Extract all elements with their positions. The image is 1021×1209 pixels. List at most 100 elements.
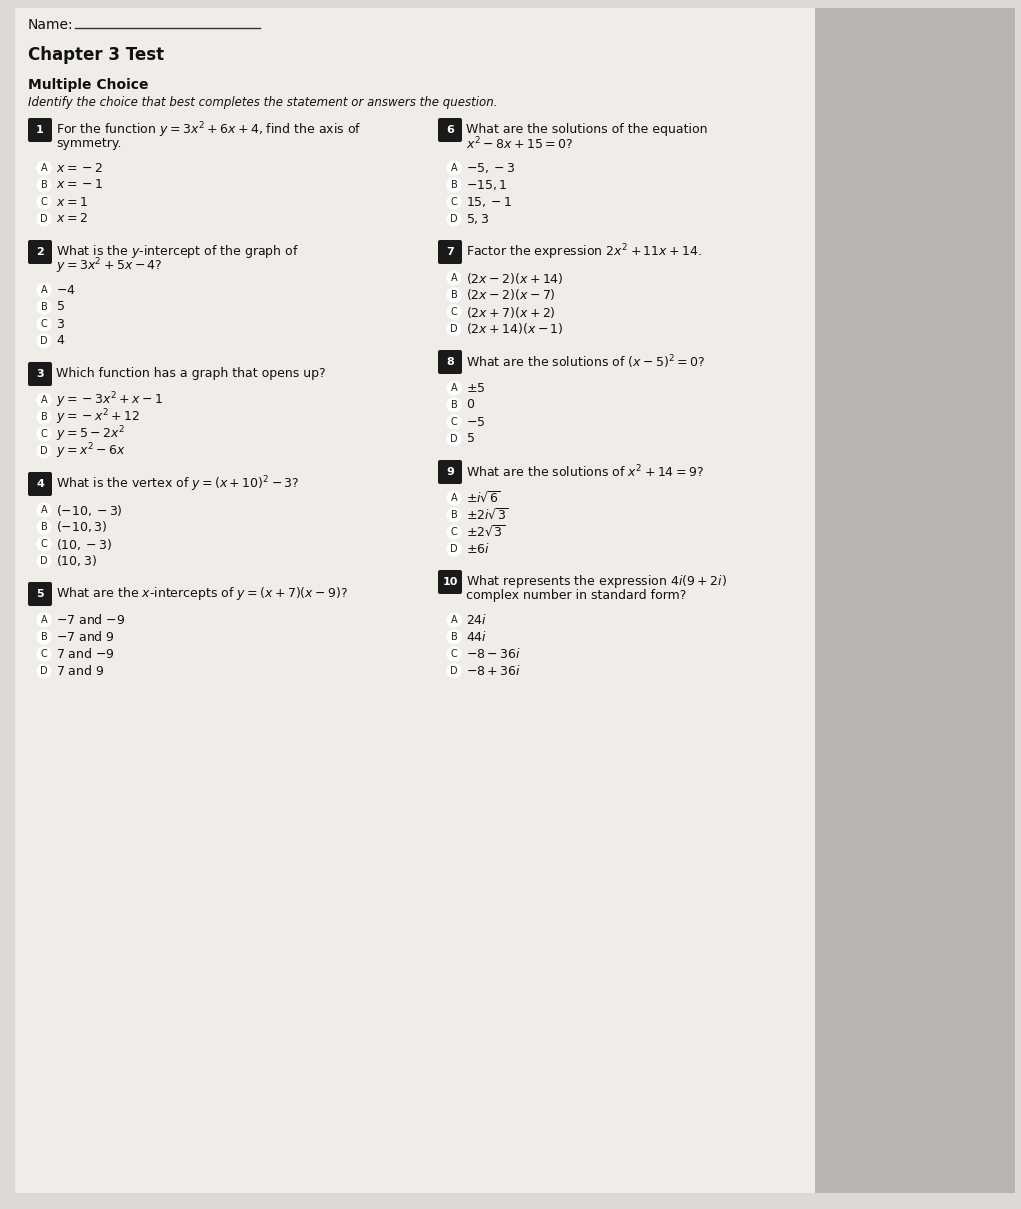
Text: $(2x+14)(x-1)$: $(2x+14)(x-1)$ [466,322,564,336]
Text: A: A [450,163,457,173]
Circle shape [37,317,51,331]
Text: D: D [40,336,48,346]
Text: C: C [450,417,457,427]
Text: D: D [450,544,457,554]
Circle shape [37,410,51,424]
Circle shape [37,195,51,209]
Text: $y = 3x^2 + 5x - 4$?: $y = 3x^2 + 5x - 4$? [56,256,162,276]
Text: B: B [41,180,47,190]
Circle shape [447,432,461,446]
Text: A: A [41,505,47,515]
Text: $(10, 3)$: $(10, 3)$ [56,554,97,568]
Circle shape [447,288,461,302]
Text: $-4$: $-4$ [56,283,76,296]
Text: 6: 6 [446,125,454,135]
FancyBboxPatch shape [438,349,461,374]
Circle shape [447,178,461,192]
Text: $-8+36i$: $-8+36i$ [466,664,521,678]
FancyBboxPatch shape [438,241,461,264]
Text: $\pm 2i\sqrt{3}$: $\pm 2i\sqrt{3}$ [466,508,508,522]
Text: B: B [450,400,457,410]
Text: Which function has a graph that opens up?: Which function has a graph that opens up… [56,368,326,381]
Text: 5: 5 [36,589,44,598]
Text: C: C [41,319,47,329]
Text: 1: 1 [36,125,44,135]
Circle shape [447,398,461,412]
Text: 4: 4 [36,479,44,488]
Text: 2: 2 [36,247,44,258]
Text: C: C [450,527,457,537]
Circle shape [447,415,461,429]
Text: $\pm i\sqrt{6}$: $\pm i\sqrt{6}$ [466,491,501,505]
Text: $-5$: $-5$ [466,416,485,428]
Text: D: D [40,556,48,566]
FancyBboxPatch shape [28,241,52,264]
Text: D: D [450,324,457,334]
FancyBboxPatch shape [438,118,461,141]
Text: A: A [450,273,457,283]
Circle shape [447,630,461,644]
Text: Chapter 3 Test: Chapter 3 Test [28,46,164,64]
Circle shape [37,647,51,661]
Text: $\pm 5$: $\pm 5$ [466,382,485,394]
Circle shape [37,393,51,407]
Text: C: C [450,649,457,659]
Text: $y = -x^2 + 12$: $y = -x^2 + 12$ [56,407,140,427]
Text: $-8-36i$: $-8-36i$ [466,647,521,661]
Text: C: C [41,649,47,659]
FancyBboxPatch shape [15,8,815,1193]
Text: C: C [41,539,47,549]
Text: $(-10, 3)$: $(-10, 3)$ [56,520,107,534]
Circle shape [37,613,51,627]
Text: C: C [450,307,457,317]
Text: C: C [41,197,47,207]
Text: 7: 7 [446,247,454,258]
Text: complex number in standard form?: complex number in standard form? [466,590,686,602]
Text: D: D [40,446,48,456]
Text: What represents the expression $4i(9+2i)$: What represents the expression $4i(9+2i)… [466,573,727,590]
Text: $-15, 1$: $-15, 1$ [466,178,507,192]
Text: $y = x^2 - 6x$: $y = x^2 - 6x$ [56,441,126,461]
Circle shape [37,537,51,551]
Circle shape [447,491,461,505]
Text: $(-10, -3)$: $(-10, -3)$ [56,503,123,517]
Text: 3: 3 [36,369,44,378]
Text: $x^2 - 8x + 15 = 0$?: $x^2 - 8x + 15 = 0$? [466,135,573,152]
Text: B: B [41,412,47,422]
Text: What are the solutions of $x^2 + 14 = 9$?: What are the solutions of $x^2 + 14 = 9$… [466,464,703,480]
Text: C: C [41,429,47,439]
Circle shape [447,647,461,661]
Text: B: B [450,510,457,520]
Circle shape [447,195,461,209]
Text: $y = 5 - 2x^2$: $y = 5 - 2x^2$ [56,424,125,444]
Text: A: A [41,285,47,295]
Text: Identify the choice that best completes the statement or answers the question.: Identify the choice that best completes … [28,96,497,109]
Text: A: A [450,383,457,393]
Text: What is the vertex of $y = (x + 10)^2 - 3$?: What is the vertex of $y = (x + 10)^2 - … [56,474,300,493]
Circle shape [37,283,51,297]
Text: B: B [41,632,47,642]
Text: 8: 8 [446,357,454,368]
Circle shape [37,300,51,314]
Text: D: D [450,214,457,224]
Circle shape [447,664,461,678]
Circle shape [37,334,51,348]
Circle shape [37,554,51,568]
Text: A: A [41,163,47,173]
Text: B: B [450,290,457,300]
Text: 9: 9 [446,467,454,478]
Circle shape [447,381,461,395]
Text: $5$: $5$ [56,301,65,313]
Text: B: B [41,302,47,312]
Circle shape [447,305,461,319]
Text: $(2x+7)(x+2)$: $(2x+7)(x+2)$ [466,305,555,319]
Text: B: B [450,632,457,642]
Text: $-7$ and $9$: $-7$ and $9$ [56,630,115,644]
Text: A: A [41,395,47,405]
Text: What are the solutions of the equation: What are the solutions of the equation [466,123,708,137]
Circle shape [37,520,51,534]
Text: $24i$: $24i$ [466,613,487,627]
Text: What is the $y$-intercept of the graph of: What is the $y$-intercept of the graph o… [56,243,299,260]
Text: D: D [450,434,457,444]
Text: A: A [41,615,47,625]
